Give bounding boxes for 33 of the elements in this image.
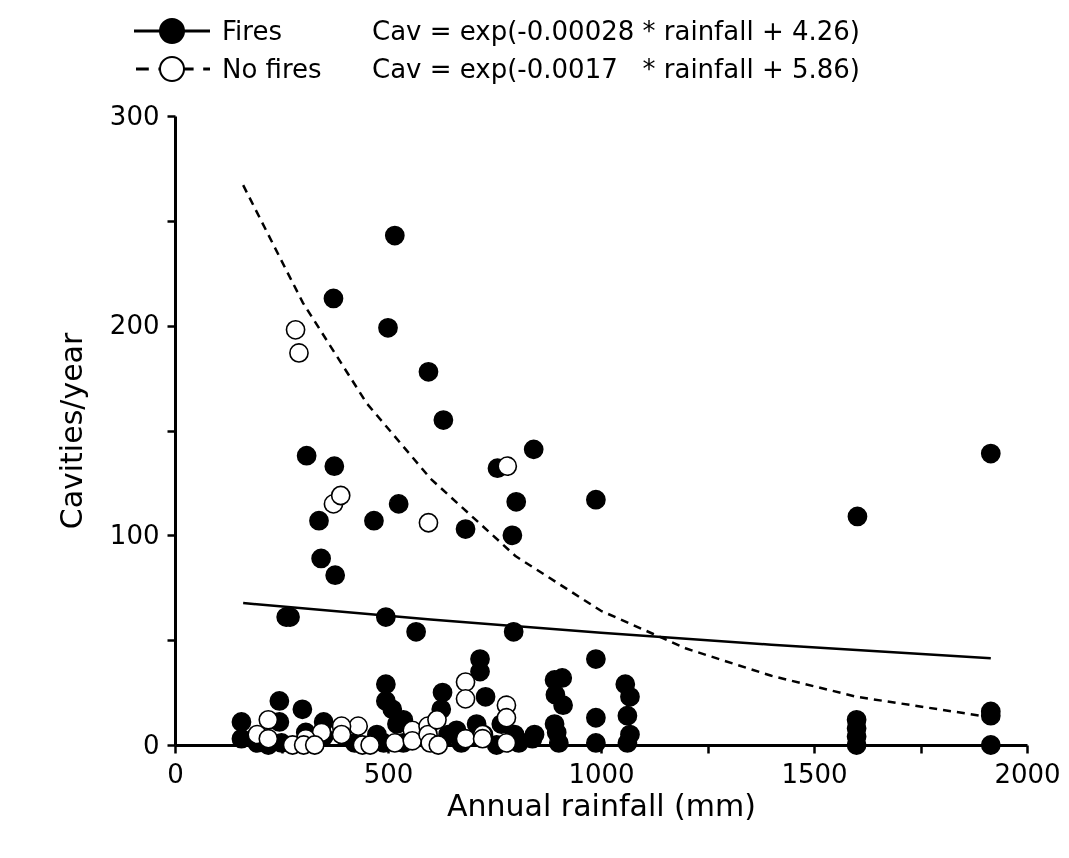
point [402, 730, 423, 751]
y-tick-label: 0 [142, 729, 160, 760]
text: Cav = exp(-0.0017 * rainfall + 5.86) [372, 53, 860, 86]
point [455, 689, 476, 709]
y-tick-label: 200 [109, 310, 160, 341]
point [496, 707, 517, 728]
point [285, 319, 306, 340]
x-tick-label: 2000 [994, 758, 1061, 789]
point [304, 735, 325, 755]
point [330, 485, 351, 506]
legend-label: No fires [222, 53, 323, 86]
x-tick-label: 500 [363, 758, 414, 789]
point [496, 733, 517, 753]
y-tick-label: 300 [109, 100, 160, 131]
point [427, 709, 447, 730]
y-axis-title: Cavities/year [53, 332, 89, 530]
point [289, 343, 309, 363]
x-tick-label: 1500 [781, 758, 848, 789]
x-tick-label: 1000 [568, 758, 635, 789]
point [497, 456, 518, 477]
point [455, 728, 476, 749]
point [258, 709, 279, 730]
point [360, 735, 380, 755]
point [418, 512, 439, 533]
point [384, 733, 405, 753]
text: Cav = exp(-0.00028 * rainfall + 4.26) [372, 15, 860, 48]
x-axis-title: Annual rainfall (mm) [447, 787, 756, 823]
y-tick-label: 100 [109, 519, 160, 550]
point [258, 728, 279, 749]
legend-label: Fires [222, 15, 283, 48]
x-tick-label: 0 [167, 758, 184, 789]
point [428, 735, 449, 755]
point [331, 724, 352, 745]
